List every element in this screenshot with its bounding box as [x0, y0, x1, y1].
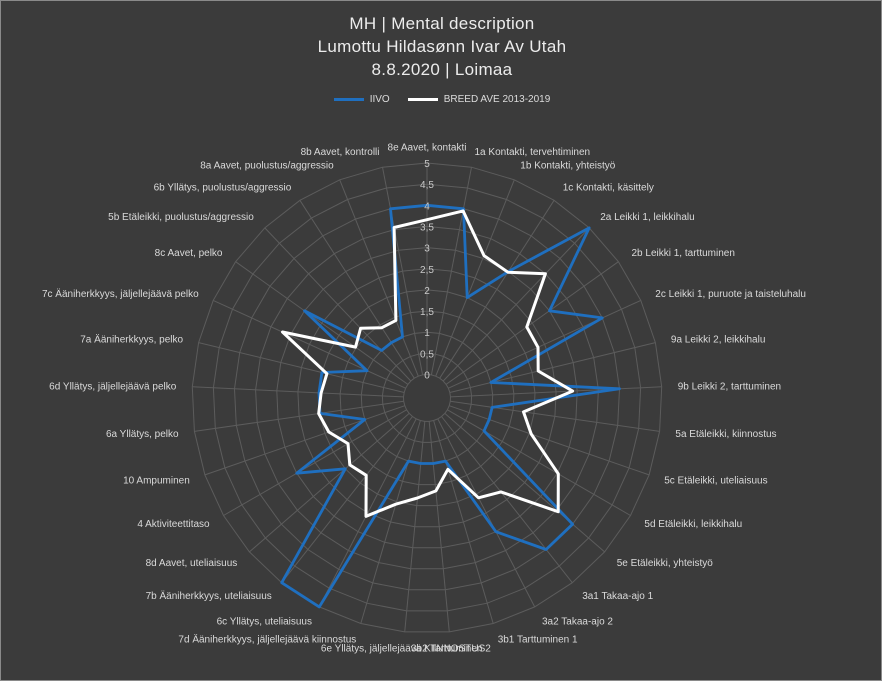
- category-label-27: 7c Ääniherkkyys, jäljellejäävä pelko: [42, 288, 199, 300]
- grid-spoke-28: [235, 261, 409, 385]
- r-tick-label-6: 3: [424, 244, 430, 255]
- legend-swatch-iivo: [333, 98, 364, 101]
- r-tick-label-3: 1,5: [420, 307, 434, 318]
- grid-spoke-18: [360, 420, 421, 624]
- series-line-1: [281, 209, 575, 518]
- category-label-20: 7b Ääniherkkyys, uteliaisuus: [146, 590, 272, 602]
- grid-spoke-8: [450, 386, 662, 398]
- grid-ring-6: [276, 247, 578, 549]
- grid-spoke-13: [441, 416, 573, 584]
- category-label-13: 3a1 Takaa-ajo 1: [582, 591, 653, 602]
- grid-spoke-4: [442, 227, 590, 382]
- grid-spoke-26: [198, 342, 405, 393]
- grid-spoke-20: [281, 416, 413, 584]
- grid-spoke-3: [439, 200, 555, 379]
- grid-spoke-6: [448, 299, 642, 389]
- grid-spoke-32: [382, 167, 424, 375]
- category-label-0: 8e Aavet, kontakti: [388, 143, 467, 154]
- category-label-2: 1b Kontakti, yhteistyö: [520, 161, 615, 172]
- category-label-3: 1c Kontakti, käsittely: [563, 182, 654, 193]
- category-label-28: 8c Aavet, pelko: [155, 248, 223, 259]
- legend-label-breed-ave: BREED AVE 2013-2019: [443, 94, 551, 105]
- category-label-12: 5e Etäleikki, yhteistyö: [617, 558, 714, 569]
- grid-spoke-23: [204, 405, 405, 476]
- r-tick-label-9: 4,5: [420, 180, 434, 191]
- category-label-6: 2c Leikki 1, puruote ja taisteluhalu: [655, 289, 806, 300]
- r-tick-label-4: 2: [424, 286, 430, 297]
- category-label-19: 6c Yllätys, uteliaisuus: [217, 617, 312, 628]
- grid-spoke-2: [435, 179, 515, 377]
- category-label-1: 1a Kontakti, tervehtiminen: [475, 147, 591, 158]
- grid-spoke-19: [318, 418, 417, 608]
- grid-ring-1: [381, 352, 473, 443]
- grid-spoke-30: [299, 200, 415, 379]
- category-label-29: 5b Etäleikki, puolustus/aggressio: [108, 212, 254, 223]
- series-line-0: [280, 203, 621, 609]
- category-label-31: 8a Aavet, puolustus/aggressio: [200, 161, 334, 172]
- grid-spoke-17: [404, 421, 426, 632]
- r-tick-label-2: 1: [424, 328, 430, 339]
- chart-title-line-3: 8.8.2020 | Loimaa: [371, 60, 513, 79]
- grid-spoke-31: [339, 179, 419, 377]
- category-label-11: 5d Etäleikki, leikkihalu: [644, 519, 742, 530]
- legend-label-iivo: IIVO: [369, 94, 390, 105]
- category-label-21: 8d Aavet, uteliaisuus: [146, 558, 238, 569]
- r-tick-label-8: 4: [424, 201, 430, 212]
- grid-spoke-1: [430, 167, 472, 375]
- grid-spoke-14: [437, 418, 536, 608]
- category-label-9: 5a Etäleikki, kiinnostus: [675, 429, 776, 440]
- category-label-24: 6a Yllätys, pelko: [106, 429, 179, 440]
- grid-spoke-22: [223, 409, 407, 516]
- legend: IIVO BREED AVE 2013-2019: [1, 94, 882, 105]
- r-tick-label-10: 5: [424, 159, 430, 170]
- category-label-17: 6e Yllätys, jäljellejäävä KIINNOSTUS: [321, 643, 486, 654]
- grid-spoke-24: [194, 400, 404, 432]
- category-label-5: 2b Leikki 1, tarttuminen: [632, 248, 735, 259]
- category-label-7: 9a Leikki 2, leikkihalu: [671, 334, 766, 345]
- grid-spoke-16: [428, 421, 450, 632]
- category-label-22: 4 Aktiviteettitaso: [137, 519, 210, 530]
- legend-swatch-breed-ave: [407, 98, 438, 101]
- r-tick-label-7: 3,5: [420, 222, 434, 233]
- category-label-23: 10 Ampuminen: [123, 476, 190, 487]
- chart-title-line-2: Lumottu Hildasønn Ivar Av Utah: [317, 37, 567, 56]
- grid-spoke-5: [445, 261, 619, 385]
- r-tick-label-1: 0,5: [420, 349, 434, 360]
- category-label-8: 9b Leikki 2, tarttuminen: [678, 382, 781, 393]
- grid-ring-7: [255, 225, 599, 570]
- grid-ring-5: [297, 268, 557, 528]
- category-label-14: 3a2 Takaa-ajo 2: [542, 617, 613, 628]
- grid-spoke-15: [433, 420, 494, 624]
- legend-item-breed-ave: BREED AVE 2013-2019: [407, 94, 551, 105]
- grid-ring-0: [402, 373, 452, 422]
- grid-ring-9: [212, 183, 642, 612]
- category-label-18: 7d Ääniherkkyys, jäljellejäävä kiinnostu…: [178, 633, 356, 645]
- grid-spoke-7: [449, 342, 656, 393]
- category-label-32: 8b Aavet, kontrolli: [301, 147, 380, 158]
- grid-spoke-9: [450, 400, 660, 432]
- grid-spoke-11: [447, 409, 631, 516]
- category-label-26: 7a Ääniherkkyys, pelko: [80, 333, 183, 345]
- chart-title-line-1: MH | Mental description: [349, 14, 535, 33]
- category-label-25: 6d Yllätys, jäljellejäävä pelko: [49, 382, 177, 393]
- grid-ring-4: [318, 289, 536, 507]
- grid-spoke-21: [249, 413, 410, 553]
- category-label-16: 3b2 Tarttuminen 2: [411, 643, 491, 654]
- grid-spoke-10: [449, 405, 650, 476]
- grid-spoke-27: [212, 299, 406, 389]
- category-label-4: 2a Leikki 1, leikkihalu: [600, 212, 695, 223]
- grid-ring-10: [191, 162, 663, 633]
- grid-spoke-29: [264, 227, 412, 382]
- category-label-10: 5c Etäleikki, uteliaisuus: [664, 476, 767, 487]
- grid-ring-8: [233, 204, 621, 591]
- grid-spoke-25: [192, 386, 404, 398]
- grid-spoke-12: [444, 413, 605, 553]
- r-tick-label-0: 0: [424, 371, 430, 382]
- legend-item-iivo: IIVO: [333, 94, 390, 105]
- category-label-30: 6b Yllätys, puolustus/aggressio: [154, 182, 292, 193]
- category-label-15: 3b1 Tarttuminen 1: [498, 634, 578, 645]
- r-tick-label-5: 2,5: [420, 265, 434, 276]
